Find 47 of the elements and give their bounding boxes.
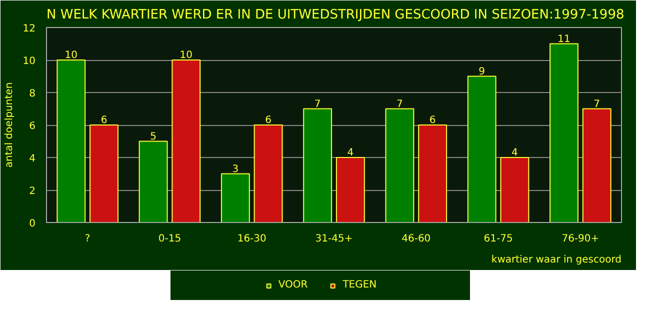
data-label: 7 — [314, 98, 321, 110]
x-tick-label: 76-90+ — [562, 234, 600, 244]
y-axis-title: antal doelpunten — [4, 82, 15, 168]
y-tick-label: 0 — [29, 218, 36, 230]
x-axis-title: kwartier waar in gescoord — [491, 254, 622, 266]
bar — [418, 124, 448, 222]
bar — [336, 157, 365, 222]
x-tick-label: 61-75 — [484, 234, 513, 244]
bar — [467, 76, 496, 222]
x-tick-label: 46-60 — [402, 234, 431, 244]
y-tick-label: 4 — [29, 154, 36, 164]
bar — [138, 140, 168, 222]
bar — [582, 108, 612, 222]
y-tick-label: 12 — [22, 24, 36, 34]
bar — [500, 157, 530, 222]
data-label: 10 — [64, 50, 78, 61]
y-tick-label: 2 — [29, 186, 36, 197]
data-label: 7 — [594, 98, 600, 110]
y-tick-label: 6 — [29, 121, 36, 132]
data-label: 4 — [347, 148, 354, 158]
data-label: 9 — [478, 66, 486, 78]
data-label: 6 — [100, 115, 108, 126]
x-tick-label: 16-30 — [237, 234, 266, 244]
y-tick-label: 10 — [22, 56, 36, 67]
data-label: 3 — [232, 164, 239, 175]
data-label: 11 — [558, 34, 570, 45]
x-tick-label: 0-15 — [158, 234, 182, 244]
x-tick-label: ? — [84, 234, 90, 244]
bar — [90, 124, 118, 222]
bar — [254, 124, 283, 222]
bar — [303, 108, 332, 222]
data-label: 6 — [265, 115, 272, 126]
y-tick-label: 8 — [29, 88, 36, 100]
bar — [172, 60, 201, 222]
x-tick-label: 31-45+ — [315, 234, 353, 244]
bar — [220, 173, 250, 222]
legend-label: TEGEN — [342, 280, 377, 290]
chart-title: N WELK KWARTIER WERD ER IN DE UITWEDSTRIJDEN GESCOORD IN SEIZOEN:1997-1998 — [46, 8, 624, 22]
data-label: 6 — [429, 115, 436, 126]
data-label: 4 — [512, 148, 518, 158]
data-label: 5 — [150, 131, 156, 142]
bar — [385, 108, 414, 222]
bar — [56, 60, 86, 222]
data-label: 7 — [396, 98, 403, 110]
legend-label: VOOR — [278, 280, 308, 290]
bar — [550, 43, 578, 222]
data-label: 10 — [180, 50, 193, 61]
